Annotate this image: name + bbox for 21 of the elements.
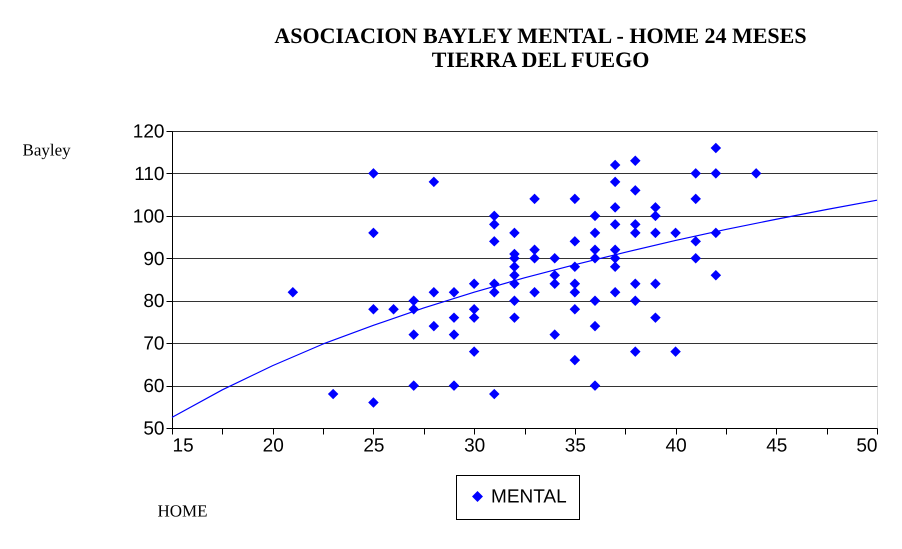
y-tick-label: 70 bbox=[143, 334, 164, 355]
text: ASOCIACION BAYLEY MENTAL - HOME 24 MESES bbox=[274, 23, 807, 48]
x-tick-label: 45 bbox=[766, 436, 788, 456]
x-tick-label: 30 bbox=[464, 436, 486, 456]
x-tick-label: 50 bbox=[856, 436, 878, 456]
x-tick-label: 35 bbox=[564, 436, 586, 456]
x-tick-label: 40 bbox=[666, 436, 687, 456]
y-tick-label: 100 bbox=[132, 206, 164, 228]
x-axis-title: HOME bbox=[158, 502, 208, 520]
x-tick-label: 20 bbox=[262, 436, 284, 456]
text: TIERRA DEL FUEGO bbox=[432, 47, 650, 72]
x-tick-label: 25 bbox=[363, 436, 384, 456]
y-axis-title: Bayley bbox=[22, 140, 72, 160]
y-tick-label: 120 bbox=[132, 122, 164, 142]
y-tick-label: 50 bbox=[143, 418, 164, 440]
y-tick-label: 60 bbox=[143, 376, 164, 398]
y-tick-label: 110 bbox=[134, 164, 164, 185]
y-tick-label: 80 bbox=[143, 291, 164, 312]
y-tick-label: 90 bbox=[143, 248, 164, 270]
x-tick-label: 15 bbox=[172, 436, 194, 456]
legend-label: MENTAL bbox=[491, 486, 567, 508]
